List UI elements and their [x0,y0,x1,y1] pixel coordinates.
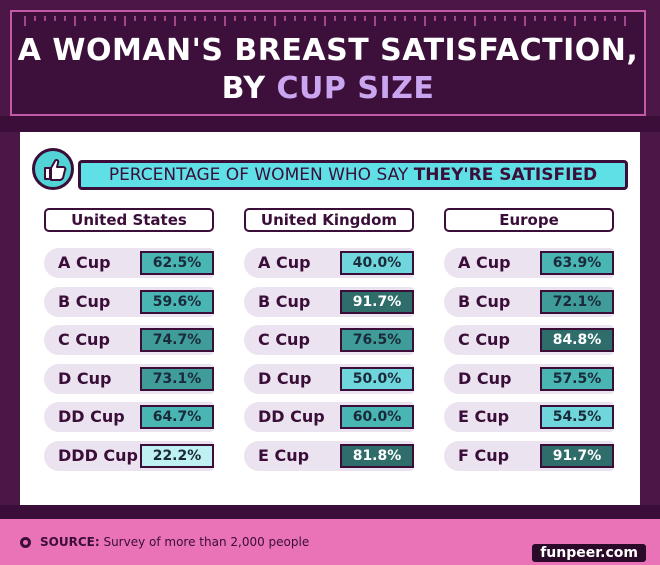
table-row: DD Cup 60.0% [244,402,414,432]
subtitle-prefix: PERCENTAGE OF WOMEN WHO SAY [108,165,414,185]
panel-divider [0,505,660,519]
table-row: C Cup 76.5% [244,325,414,355]
satisfaction-value: 76.5% [340,328,414,352]
table-panel: PERCENTAGE OF WOMEN WHO SAY THEY'RE SATI… [20,132,640,505]
table-row: B Cup 91.7% [244,287,414,317]
satisfaction-value: 59.6% [140,290,214,314]
column-header: United States [44,208,214,232]
cup-size-label: D Cup [258,369,312,388]
satisfaction-value: 57.5% [540,367,614,391]
title-line1: A WOMAN'S BREAST SATISFACTION, [17,33,639,68]
satisfaction-value: 50.0% [340,367,414,391]
satisfaction-value: 54.5% [540,405,614,429]
satisfaction-value: 72.1% [540,290,614,314]
satisfaction-value: 91.7% [340,290,414,314]
table-row: D Cup 57.5% [444,364,614,394]
cup-size-label: C Cup [458,330,510,349]
satisfaction-value: 74.7% [140,328,214,352]
column-header: United Kingdom [244,208,414,232]
satisfaction-value: 73.1% [140,367,214,391]
cup-size-label: DDD Cup [58,446,138,465]
table-row: D Cup 50.0% [244,364,414,394]
column-header: Europe [444,208,614,232]
cup-size-label: C Cup [258,330,310,349]
page-title: A WOMAN'S BREAST SATISFACTION, BY CUP SI… [12,32,644,108]
bullet-icon [20,537,31,548]
table-row: A Cup 63.9% [444,248,614,278]
cup-size-label: B Cup [258,292,311,311]
table-row: F Cup 91.7% [444,441,614,471]
table-row: E Cup 54.5% [444,402,614,432]
table-row: A Cup 40.0% [244,248,414,278]
satisfaction-value: 62.5% [140,251,214,275]
subtitle-bold: THEY'RE SATISFIED [413,165,598,185]
satisfaction-value: 81.8% [340,444,414,468]
table-row: D Cup 73.1% [44,364,214,394]
cup-size-label: F Cup [458,446,510,465]
header-divider [0,116,660,132]
table-row: E Cup 81.8% [244,441,414,471]
source-note: SOURCE: Survey of more than 2,000 people [40,533,309,551]
cup-size-label: B Cup [58,292,111,311]
title-banner: A WOMAN'S BREAST SATISFACTION, BY CUP SI… [10,10,646,116]
cup-size-label: A Cup [58,253,111,272]
table-row: DDD Cup 22.2% [44,441,214,471]
table-row: B Cup 72.1% [444,287,614,317]
table-row: A Cup 62.5% [44,248,214,278]
cup-size-label: D Cup [458,369,512,388]
satisfaction-value: 63.9% [540,251,614,275]
satisfaction-value: 84.8% [540,328,614,352]
satisfaction-value: 91.7% [540,444,614,468]
table-row: C Cup 74.7% [44,325,214,355]
cup-size-label: E Cup [258,446,310,465]
cup-size-label: D Cup [58,369,112,388]
satisfaction-value: 40.0% [340,251,414,275]
table-row: B Cup 59.6% [44,287,214,317]
table-row: C Cup 84.8% [444,325,614,355]
ruler-decoration [24,16,626,26]
satisfaction-value: 64.7% [140,405,214,429]
cup-size-label: A Cup [458,253,511,272]
title-line2-prefix: BY [221,71,277,106]
watermark: funpeer.com [532,544,646,562]
satisfaction-value: 60.0% [340,405,414,429]
chart-subtitle: PERCENTAGE OF WOMEN WHO SAY THEY'RE SATI… [78,160,628,190]
cup-size-label: DD Cup [258,407,325,426]
source-label: SOURCE: [40,535,100,549]
cup-size-label: DD Cup [58,407,125,426]
table-row: DD Cup 64.7% [44,402,214,432]
satisfaction-value: 22.2% [140,444,214,468]
source-bar: SOURCE: Survey of more than 2,000 people… [0,519,660,565]
title-line2-highlight: CUP SIZE [276,71,435,106]
source-text: Survey of more than 2,000 people [99,535,310,549]
thumbs-up-icon [32,148,74,190]
cup-size-label: E Cup [458,407,510,426]
cup-size-label: A Cup [258,253,311,272]
cup-size-label: B Cup [458,292,511,311]
cup-size-label: C Cup [58,330,110,349]
